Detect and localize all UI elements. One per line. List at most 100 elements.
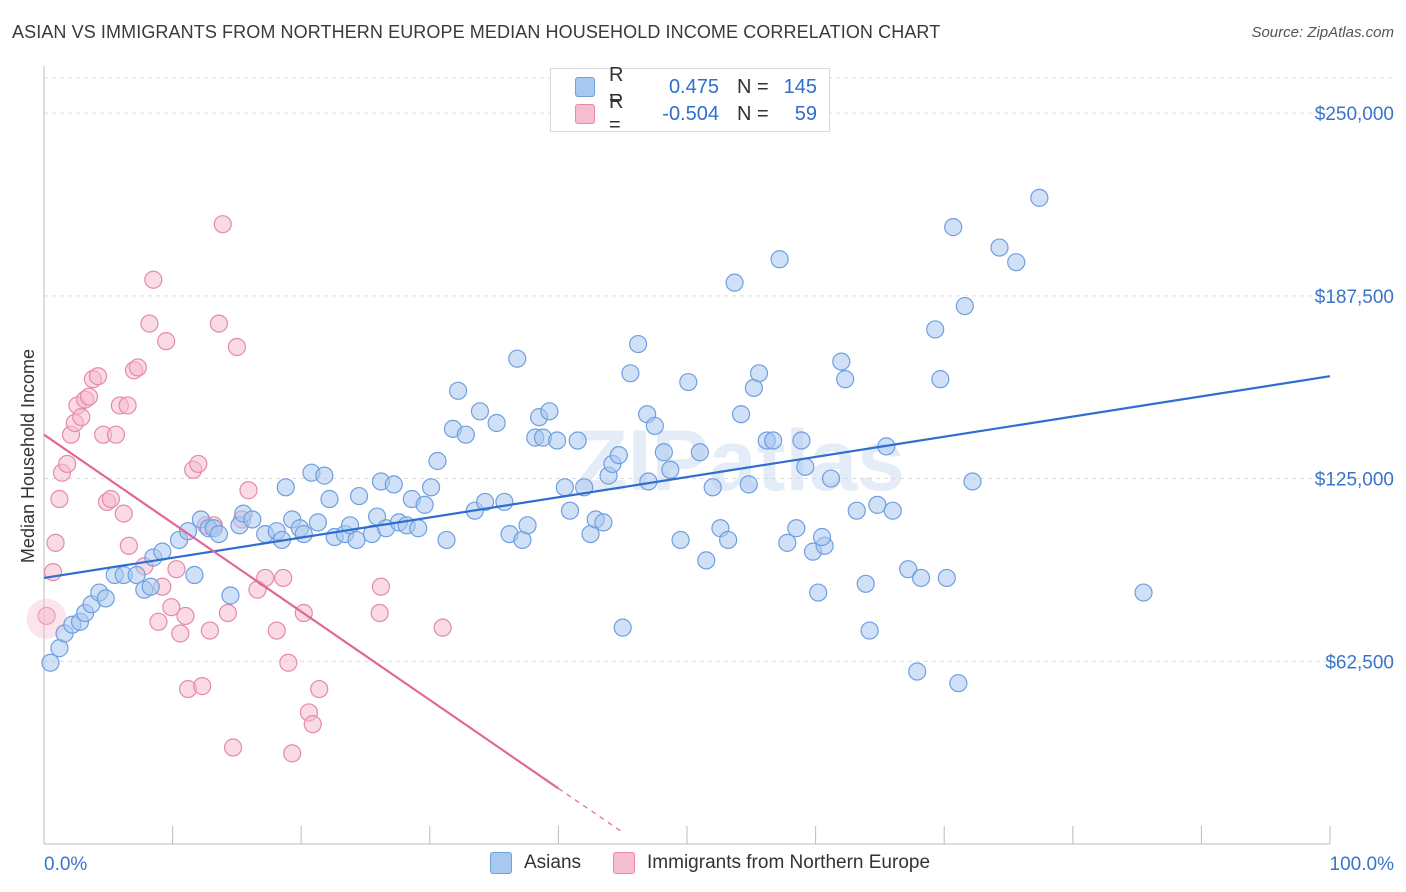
x-tick-max: 100.0% <box>1330 854 1395 875</box>
immigrants-point <box>101 489 120 509</box>
asians-point <box>860 621 879 640</box>
immigrants-point <box>209 314 228 333</box>
immigrants-point <box>189 454 208 474</box>
y-tick-labels: $62,500 $125,000 $187,500 $250,000 <box>1315 104 1394 673</box>
immigrants-point <box>303 715 322 734</box>
asians-point <box>731 405 751 424</box>
immigrants-point <box>176 606 195 626</box>
n-label: N = <box>737 75 769 98</box>
asians-point <box>609 446 628 465</box>
asians-point <box>141 577 160 596</box>
asians-point <box>836 370 855 389</box>
asians-point <box>661 460 680 479</box>
asians-point <box>821 469 841 488</box>
asians-point <box>613 618 632 637</box>
immigrants-point <box>72 408 91 427</box>
asians-point <box>770 250 789 269</box>
asians-point <box>347 530 366 550</box>
asians-point <box>809 583 828 602</box>
asians-point <box>703 478 722 497</box>
asians-point <box>812 527 832 547</box>
immigrants-point <box>46 533 65 552</box>
asians-point <box>518 516 537 535</box>
immigrants-point <box>162 598 181 617</box>
immigrants-point <box>149 612 168 631</box>
asians-point <box>276 478 295 497</box>
asians-point <box>540 402 559 421</box>
asians-point <box>1134 583 1153 602</box>
n-label: N = <box>737 102 769 125</box>
y-axis-label: Median Household Income <box>18 349 38 563</box>
immigrants-point <box>140 314 159 333</box>
immigrants-point <box>119 536 138 555</box>
asians-point <box>856 574 875 593</box>
asians-point <box>739 475 758 494</box>
asians-point <box>792 431 811 450</box>
asians-point <box>470 402 490 421</box>
asians-point <box>778 533 797 552</box>
asians-point <box>671 530 690 550</box>
asians-point <box>654 443 673 462</box>
asians-point <box>937 568 956 588</box>
asians-point <box>243 510 262 529</box>
y-tick-label: $250,000 <box>1315 104 1394 125</box>
source-label: Source: ZipAtlas.com <box>1251 24 1394 41</box>
asians-point <box>944 218 963 237</box>
immigrants-point <box>310 679 329 699</box>
asians-point <box>926 320 945 339</box>
asians-point <box>697 551 716 570</box>
immigrants-point <box>433 618 452 637</box>
trend-lines <box>43 375 1331 833</box>
asians-point <box>931 370 950 389</box>
legend-row-asians: R = 0.475 N = 145 <box>575 64 817 109</box>
asians-point <box>868 495 887 514</box>
immigrants-point <box>50 489 69 509</box>
asians-point <box>883 501 902 520</box>
asians-point <box>679 372 698 392</box>
immigrants-point <box>106 425 126 444</box>
asians-point <box>787 519 806 538</box>
asians-point <box>315 466 334 485</box>
asians-point <box>96 589 115 608</box>
immigrants-point <box>171 624 190 643</box>
immigrants-legend-label: Immigrants from Northern Europe <box>647 852 931 873</box>
asians-point <box>409 519 428 538</box>
asians-swatch <box>575 77 595 97</box>
immigrants-point <box>118 396 137 415</box>
immigrants-point <box>144 270 163 289</box>
asians-point <box>41 653 60 672</box>
legend-stats: R = 0.475 N = 145 R = -0.504 N = 59 <box>550 64 830 136</box>
asians-point <box>421 478 441 497</box>
n-value: 59 <box>794 102 817 125</box>
axes <box>43 66 1331 845</box>
immigrants-point <box>223 738 243 757</box>
asians-point <box>294 524 313 544</box>
immigrants-point <box>88 367 108 386</box>
asians-point <box>320 489 339 509</box>
r-value: -0.504 <box>662 102 719 125</box>
y-tick-label: $125,000 <box>1315 470 1394 491</box>
immigrants-point <box>370 603 389 623</box>
immigrants-point <box>200 621 219 640</box>
chart-title: ASIAN VS IMMIGRANTS FROM NORTHERN EUROPE… <box>12 22 941 42</box>
asians-point <box>349 486 369 506</box>
r-label: R = <box>609 91 624 136</box>
legend-bottom: Asians Immigrants from Northern Europe <box>490 852 962 874</box>
immigrants-point <box>218 603 237 623</box>
asians-point <box>990 238 1009 257</box>
asians-point <box>548 431 567 450</box>
immigrants-point-large <box>26 598 67 639</box>
immigrants-point <box>128 358 147 377</box>
immigrants-point <box>114 504 133 523</box>
asians-point <box>899 560 918 579</box>
asians-trend-line <box>43 375 1331 580</box>
legend-item-immigrants: Immigrants from Northern Europe <box>613 852 930 874</box>
r-value: 0.475 <box>668 75 719 98</box>
asians-point <box>1030 188 1049 207</box>
asians-point <box>764 431 783 450</box>
asians-point <box>629 334 648 354</box>
y-tick-label: $187,500 <box>1315 287 1394 308</box>
immigrants-swatch <box>575 104 595 124</box>
legend-row-immigrants: R = -0.504 N = 59 <box>575 91 817 136</box>
